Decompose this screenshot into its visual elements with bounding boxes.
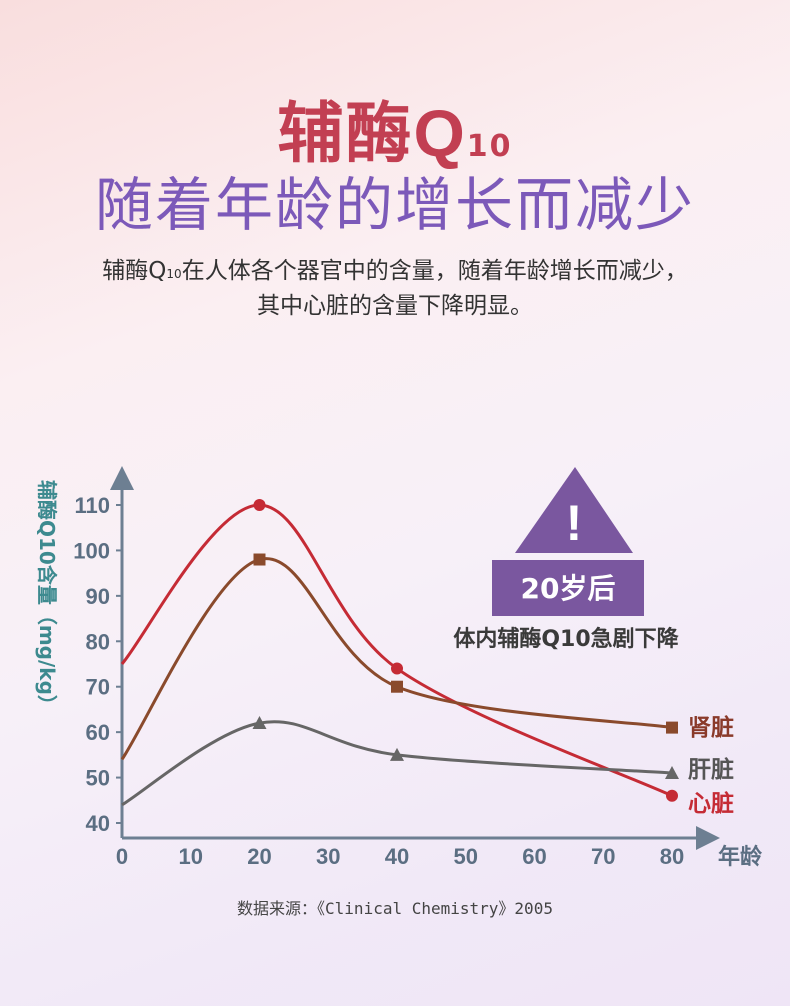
y-tick-label: 80 [86, 629, 110, 654]
exclamation-mark: ! [566, 495, 583, 551]
x-tick-label: 80 [660, 844, 684, 869]
x-tick-label: 60 [522, 844, 546, 869]
desc-pre: 辅酶Q [102, 258, 167, 284]
description-line-2: 其中心脏的含量下降明显。 [257, 293, 533, 319]
data-point-肝脏 [390, 747, 404, 761]
x-tick-label: 0 [116, 844, 128, 869]
page-subtitle: 随着年龄的增长而减少 [94, 171, 695, 239]
data-point-心脏 [391, 662, 403, 675]
x-axis-label: 年龄 [718, 844, 763, 870]
data-point-肝脏 [252, 716, 267, 730]
data-point-心脏 [253, 499, 266, 511]
y-tick-label: 110 [75, 493, 111, 518]
series-line-心脏 [120, 503, 673, 798]
y-tick-label: 40 [86, 811, 110, 836]
y-tick-label: 70 [86, 675, 110, 700]
x-tick-label: 30 [316, 844, 340, 869]
legend-label-肾脏: 肾脏 [688, 714, 734, 741]
desc-post: 在人体各个器官中的含量，随着年龄增长而减少， [181, 258, 688, 284]
data-point-肾脏 [391, 680, 403, 693]
x-tick-label: 10 [179, 844, 203, 869]
x-tick-label: 50 [454, 844, 478, 869]
title-main: 辅酶 [277, 95, 414, 172]
data-point-心脏 [666, 789, 678, 802]
y-tick-label: 60 [86, 720, 110, 745]
warning-badge [492, 560, 644, 616]
description-line-1: 辅酶Q10在人体各个器官中的含量，随着年龄增长而减少， [0, 253, 790, 292]
legend-label-心脏: 心脏 [688, 790, 734, 817]
x-tick-label: 70 [591, 844, 615, 869]
x-tick-label: 20 [247, 844, 271, 869]
series-line-肝脏 [121, 720, 673, 807]
y-tick-label: 100 [73, 538, 110, 563]
data-point-肾脏 [666, 721, 678, 734]
warning-triangle-icon [515, 467, 633, 553]
warning-badge-text: 20岁后 [521, 572, 616, 605]
data-source: 数据来源：《Clinical Chemistry》2005 [237, 899, 553, 918]
title-sub: 10 [466, 129, 513, 164]
x-tick-label: 40 [385, 844, 409, 869]
y-tick-label: 90 [86, 584, 110, 609]
title-q: Q [413, 96, 467, 170]
desc-sub: 10 [166, 267, 182, 281]
y-tick-label: 50 [86, 766, 110, 791]
legend-label-肝脏: 肝脏 [688, 756, 734, 783]
y-axis-label: 辅酶Q10含量（mg/kg） [35, 480, 59, 715]
data-point-肝脏 [665, 766, 679, 780]
warning-caption: 体内辅酶Q10急剧下降 [453, 626, 679, 652]
page-title: 辅酶Q10 [0, 80, 790, 176]
data-point-肾脏 [253, 553, 266, 566]
series-line-肾脏 [120, 557, 673, 761]
warning-callout: ! 20岁后 体内辅酶Q10急剧下降 [453, 467, 680, 652]
